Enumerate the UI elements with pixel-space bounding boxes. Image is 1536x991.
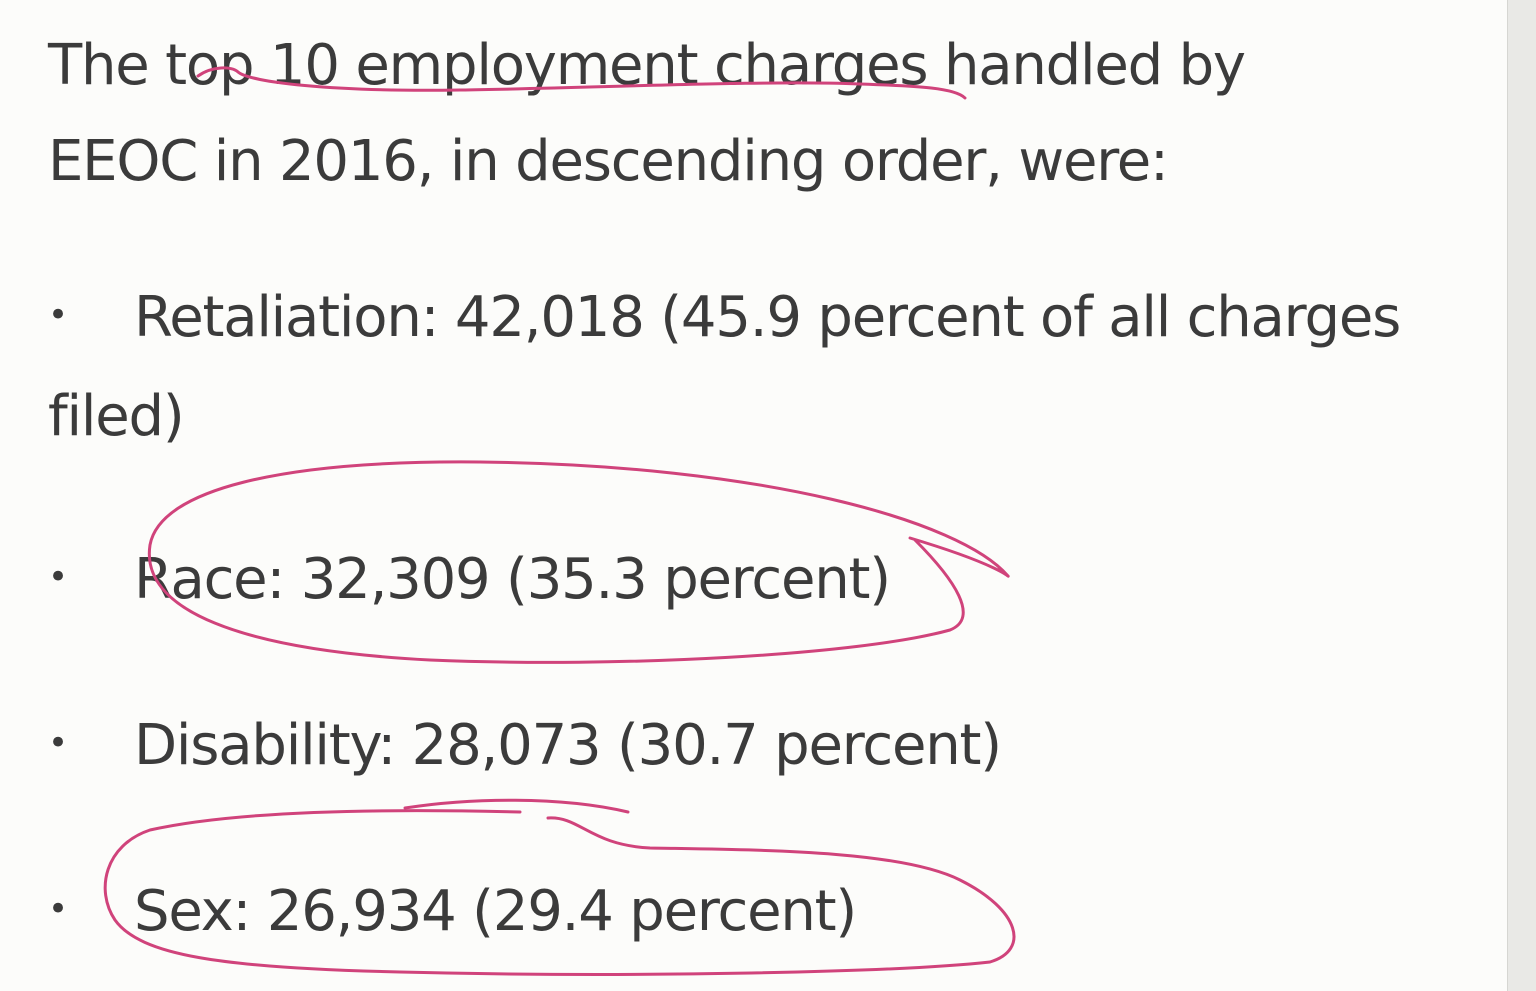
list-item-text: Race: 32,309 (35.3 percent) — [134, 547, 891, 612]
bullet-icon: • — [48, 294, 68, 335]
list-item-sex: • Sex: 26,934 (29.4 percent) — [48, 864, 857, 963]
intro-line-2: EEOC in 2016, in descending order, were: — [48, 129, 1169, 194]
underline-disability — [403, 798, 630, 814]
scrollbar-edge[interactable] — [1507, 0, 1536, 991]
list-item-text: Retaliation: 42,018 (45.9 percent of all… — [134, 285, 1401, 350]
list-item-retaliation: • Retaliation: 42,018 (45.9 percent of al… — [48, 270, 1401, 465]
bullet-icon: • — [48, 556, 68, 597]
intro-line-1: The top 10 employment charges handled by — [48, 33, 1246, 98]
bullet-icon: • — [48, 722, 68, 763]
list-item-text: Disability: 28,073 (30.7 percent) — [134, 713, 1002, 778]
bullet-icon: • — [48, 888, 68, 929]
list-item-disability: • Disability: 28,073 (30.7 percent) — [48, 698, 1002, 797]
intro-paragraph: The top 10 employment charges handled by… — [48, 18, 1468, 210]
list-item-race: • Race: 32,309 (35.3 percent) — [48, 532, 891, 631]
list-item-text: Sex: 26,934 (29.4 percent) — [134, 879, 857, 944]
list-item-text-continued: filed) — [48, 383, 185, 449]
